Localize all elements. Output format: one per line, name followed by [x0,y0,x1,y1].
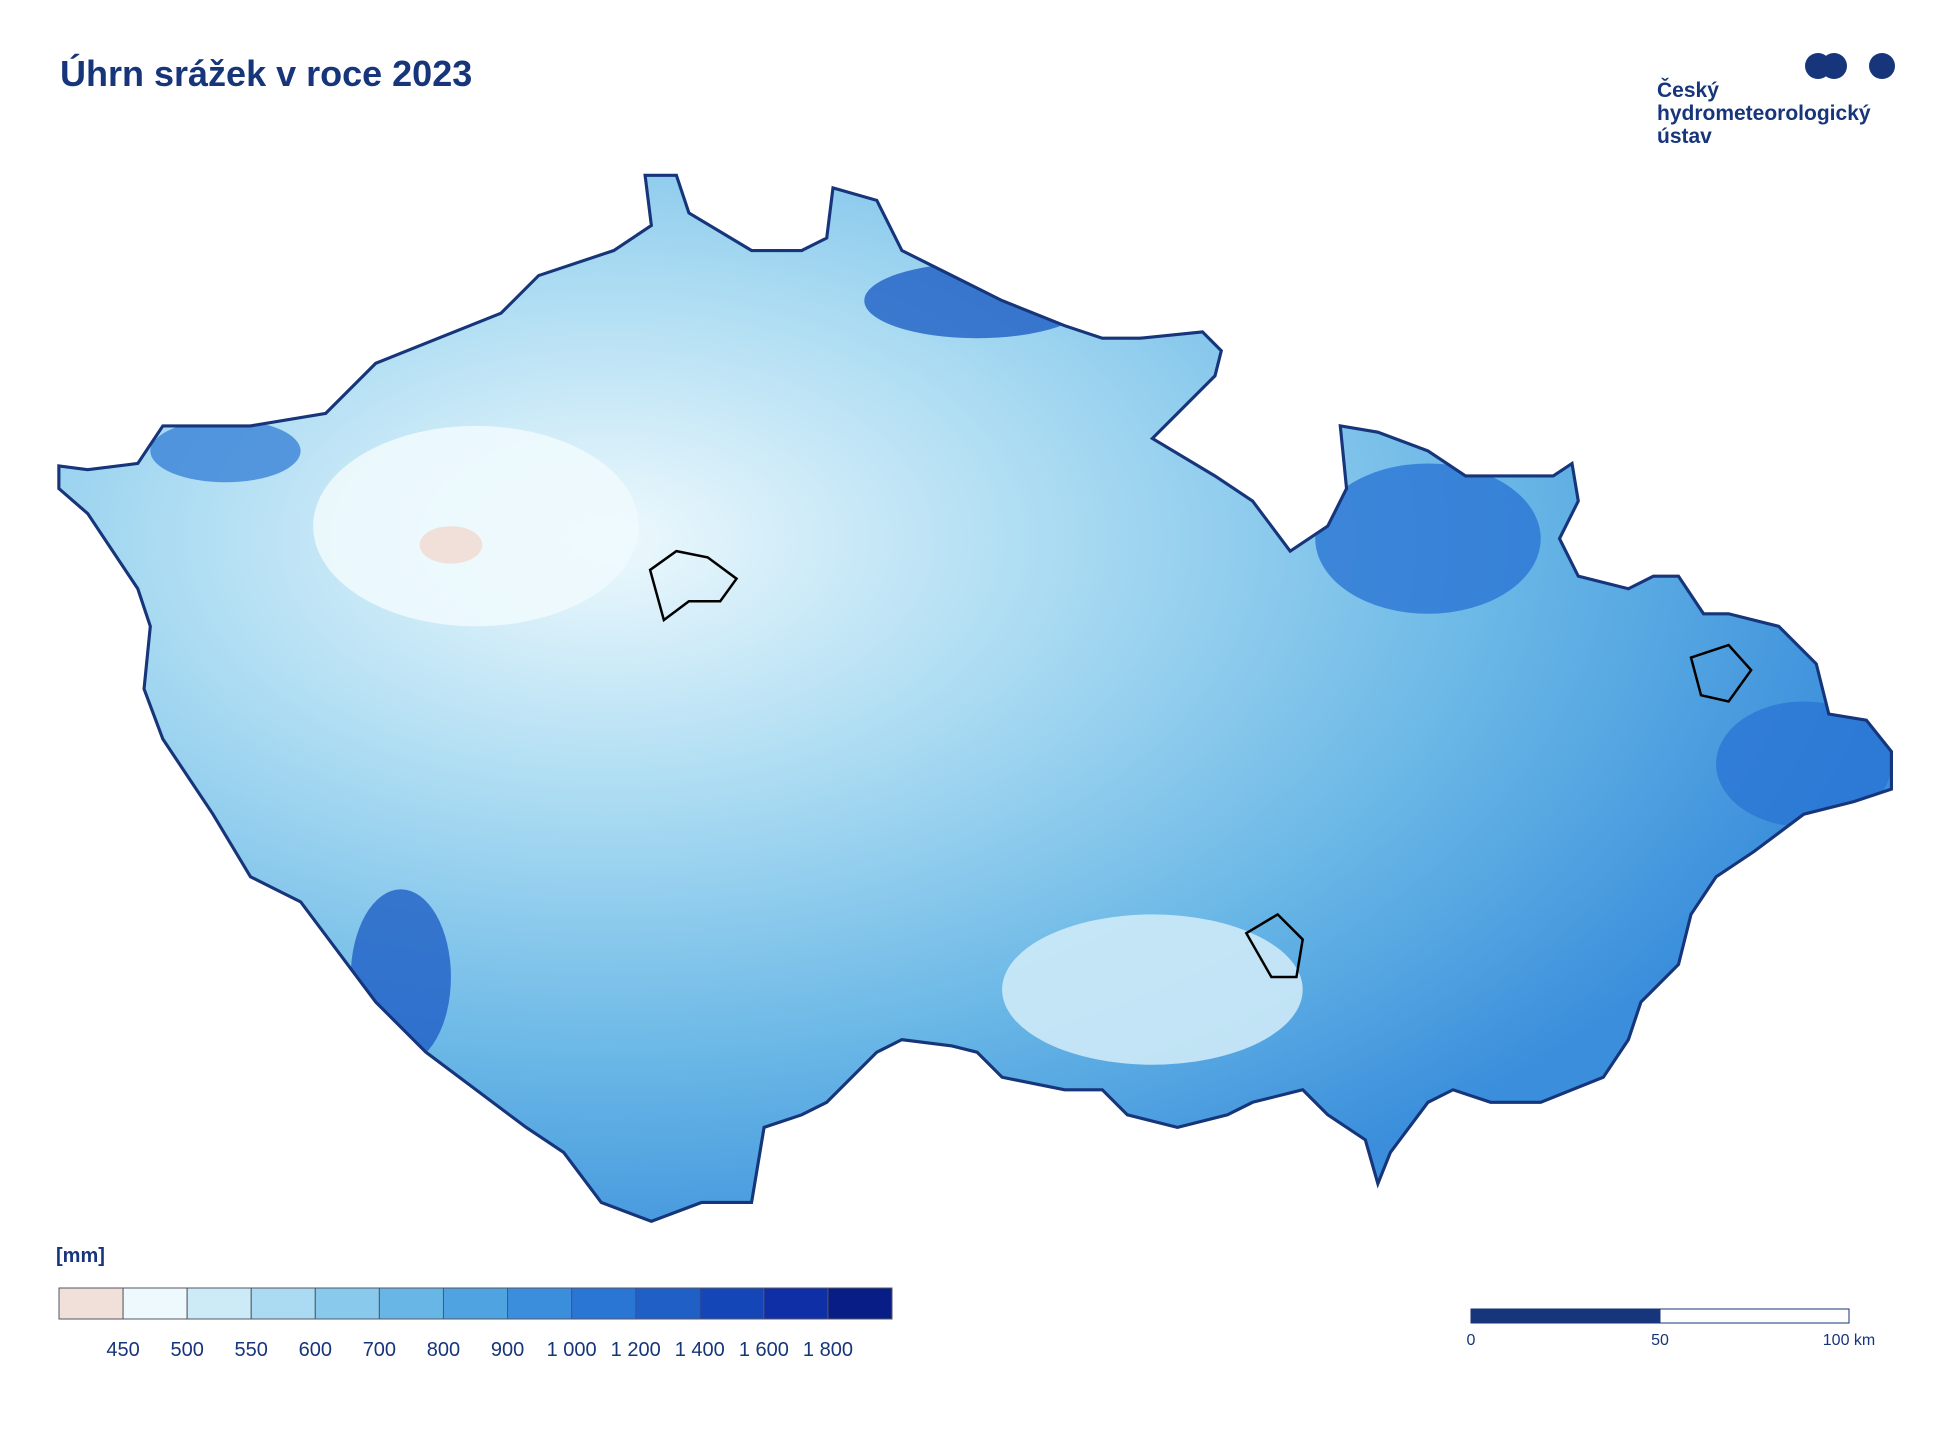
legend-swatch [442,1287,509,1320]
precipitation-map [57,173,1893,1223]
legend-swatch [763,1287,829,1320]
legend-unit: [mm] [56,1245,105,1267]
scale-label: 100 km [1823,1332,1875,1349]
map-area [1315,463,1541,614]
logo-dot [1869,53,1895,79]
legend-label: 450 [106,1339,139,1361]
legend-swatch [699,1287,765,1320]
legend-swatch [186,1287,252,1320]
map-area [864,263,1090,339]
legend-label: 600 [299,1339,332,1361]
legend-swatch [635,1287,701,1320]
logo: Český hydrometeorologický ústav [1657,53,1895,148]
legend-label: 1 800 [803,1339,853,1361]
city-outline [1244,912,1305,979]
map-area [350,889,451,1065]
logo-text: hydrometeorologický [1657,102,1871,125]
scale-bar: 0 50 100 km [1467,1308,1875,1349]
map-area [313,425,639,627]
scale-segment [1470,1308,1661,1324]
legend-label: 700 [363,1339,396,1361]
legend-swatch [314,1287,380,1320]
logo-text: Český [1657,78,1719,102]
scale-segment [1659,1308,1850,1324]
map-area [1716,701,1892,827]
legend-label: 1 400 [675,1339,725,1361]
legend-swatch [122,1287,188,1320]
logo-text: ústav [1657,125,1712,148]
legend-label: 1 600 [739,1339,789,1361]
city-outline [648,549,739,623]
logo-dot [1821,53,1847,79]
legend-label: 1 000 [547,1339,597,1361]
legend-label: 800 [427,1339,460,1361]
map-area [419,526,483,564]
scale-label: 0 [1467,1332,1476,1349]
legend-swatch [250,1287,316,1320]
scale-label: 50 [1651,1332,1669,1349]
legend-swatch [507,1287,573,1320]
legend-label: 1 200 [611,1339,661,1361]
map-area [150,419,301,483]
legend-swatch [571,1287,637,1320]
legend-swatch [378,1287,444,1320]
legend: 450 500 550 600 700 800 900 1 000 1 200 1 400 1 60… [58,1287,893,1361]
map-area [1002,914,1303,1065]
legend-swatch [58,1287,124,1320]
map-title: Úhrn srážek v roce 2023 [60,52,472,94]
legend-label: 900 [491,1339,524,1361]
city-outline [1689,643,1753,703]
legend-label: 500 [170,1339,203,1361]
legend-label: 550 [235,1339,268,1361]
legend-swatch [827,1287,893,1320]
